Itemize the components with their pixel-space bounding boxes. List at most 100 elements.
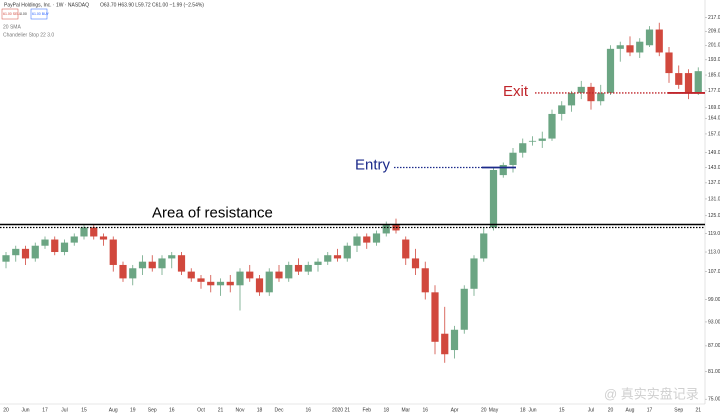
candle-body <box>558 105 566 114</box>
candle-body <box>41 239 49 246</box>
candle-body <box>177 255 186 272</box>
watermark: @ 真实实盘记录 <box>604 386 699 401</box>
candle-body <box>207 281 215 286</box>
candle-body <box>567 92 576 106</box>
buy-text[interactable]: 61.00 BUY <box>32 12 50 16</box>
candle-body <box>158 258 166 269</box>
y-tick-label: 169.00 <box>708 105 720 111</box>
candle-body <box>538 138 546 141</box>
x-tick-label: Sep <box>674 407 683 413</box>
x-tick-label: 21 <box>218 407 224 413</box>
annotation-label: Area of resistance <box>152 204 273 221</box>
candle-body <box>587 86 595 102</box>
candle-body <box>80 227 88 237</box>
candle-body <box>363 236 371 243</box>
candle-body <box>411 258 420 269</box>
candle-body <box>31 245 39 259</box>
candle-body <box>168 255 176 259</box>
x-tick-label: Nov <box>236 407 245 413</box>
symbol-title: PayPal Holdings, Inc. · 1W · NASDAQ <box>4 2 89 8</box>
y-tick-label: 107.00 <box>708 269 720 275</box>
x-tick-label: 20 <box>608 407 614 413</box>
x-tick-label: Feb <box>362 407 371 413</box>
ohlc-text: O63.70 H63.90 L59.72 C61.00 −1.99 (−2.54… <box>100 2 204 8</box>
candle-body <box>12 248 20 256</box>
candle-body <box>460 288 468 330</box>
indicator-label: Chandelier Stop 22 3.0 <box>3 32 54 38</box>
candle-body <box>109 239 117 265</box>
candle-body <box>450 329 459 351</box>
candle-body <box>148 261 156 269</box>
x-tick-label: Aug <box>626 407 635 413</box>
x-tick-label: Jun <box>528 407 536 413</box>
x-tick-label: 2020 <box>332 407 343 413</box>
y-tick-label: 113.00 <box>708 249 720 255</box>
x-tick-label: 18 <box>383 407 389 413</box>
candle-body <box>402 239 410 259</box>
buy-box[interactable] <box>30 8 48 20</box>
y-tick-label: 177.00 <box>708 88 720 94</box>
candle-body <box>519 143 527 153</box>
candle-body <box>675 73 683 85</box>
x-tick-label: 16 <box>169 407 175 413</box>
y-tick-label: 131.00 <box>708 196 720 202</box>
y-tick-label: 164.00 <box>708 116 720 122</box>
x-tick-label: 18 <box>257 407 263 413</box>
x-tick-label: Oct <box>197 407 205 413</box>
y-tick-label: 75.00 <box>708 397 720 403</box>
candle-body <box>548 113 556 139</box>
candle-body <box>99 236 108 240</box>
candle-body <box>119 264 127 279</box>
candle-body <box>597 92 605 102</box>
x-tick-label: Jul <box>61 407 67 413</box>
candle-body <box>236 271 244 286</box>
candle-body <box>70 236 78 243</box>
candle-body <box>489 170 498 228</box>
x-tick-label: Jul <box>588 407 594 413</box>
candle-body <box>470 258 478 289</box>
x-tick-label: 21 <box>344 407 350 413</box>
candle-body <box>226 281 234 286</box>
y-tick-label: 87.00 <box>708 343 720 349</box>
candle-body <box>343 245 351 259</box>
x-tick-label: 20 <box>3 407 9 413</box>
x-tick-label: 15 <box>559 407 565 413</box>
y-tick-label: 185.00 <box>708 72 720 78</box>
sell-box[interactable] <box>1 8 19 20</box>
candle-body <box>197 278 205 282</box>
candle-body <box>216 281 225 286</box>
x-tick-label: 17 <box>647 407 653 413</box>
candle-body <box>129 268 137 279</box>
candle-body <box>606 48 615 93</box>
candle-body <box>441 333 449 355</box>
x-tick-label: Jun <box>21 407 29 413</box>
candle-body <box>372 233 381 243</box>
candle-body <box>431 292 439 342</box>
x-tick-label: 16 <box>305 407 311 413</box>
candle-body <box>645 29 654 46</box>
y-tick-label: 137.00 <box>708 180 720 186</box>
y-tick-label: 143.00 <box>708 165 720 171</box>
candle-body <box>333 255 342 259</box>
y-tick-label: 193.00 <box>708 57 720 63</box>
candle-body <box>314 261 322 265</box>
candle-body <box>499 164 507 176</box>
candle-body <box>304 264 312 272</box>
candle-body <box>636 41 644 53</box>
y-tick-label: 209.00 <box>708 29 720 35</box>
y-tick-label: 149.00 <box>708 150 720 156</box>
candle-body <box>655 29 663 53</box>
candle-body <box>138 261 147 269</box>
candle-body <box>90 227 98 237</box>
candle-body <box>21 248 30 259</box>
candle-body <box>353 236 361 246</box>
candle-body <box>265 271 273 293</box>
sell-text[interactable]: 61.00 SELL <box>3 12 21 16</box>
x-tick-label: Mar <box>401 407 410 413</box>
x-tick-label: 17 <box>42 407 48 413</box>
x-tick-label: Aug <box>109 407 118 413</box>
candle-body <box>2 255 10 262</box>
candle-body <box>684 73 693 93</box>
x-tick-label: 15 <box>81 407 87 413</box>
